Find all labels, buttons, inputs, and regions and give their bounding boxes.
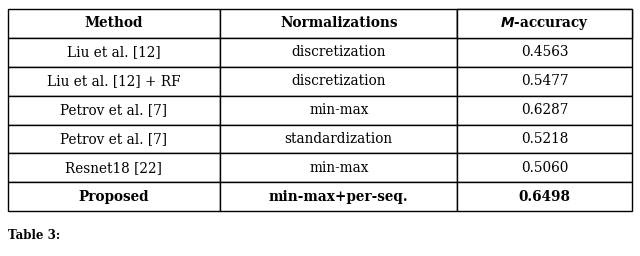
Bar bbox=[8, 96, 220, 124]
Text: Petrov et al. [7]: Petrov et al. [7] bbox=[60, 132, 168, 146]
Bar bbox=[220, 124, 458, 153]
Bar bbox=[458, 9, 632, 38]
Text: 0.5060: 0.5060 bbox=[521, 161, 568, 175]
Bar bbox=[8, 9, 220, 38]
Text: standardization: standardization bbox=[285, 132, 393, 146]
Bar bbox=[220, 96, 458, 124]
Bar bbox=[8, 38, 220, 67]
Bar bbox=[220, 182, 458, 211]
Text: Petrov et al. [7]: Petrov et al. [7] bbox=[60, 103, 168, 117]
Text: Liu et al. [12] + RF: Liu et al. [12] + RF bbox=[47, 74, 180, 88]
Bar bbox=[8, 153, 220, 182]
Text: min-max: min-max bbox=[309, 103, 369, 117]
Text: Resnet18 [22]: Resnet18 [22] bbox=[65, 161, 163, 175]
Bar bbox=[8, 182, 220, 211]
Bar bbox=[220, 153, 458, 182]
Bar bbox=[220, 9, 458, 38]
Text: $\mathbf{\mathit{M}}$\textbf{-accuracy}: $\mathbf{\mathit{M}}$\textbf{-accuracy} bbox=[468, 14, 621, 33]
Text: Table 3:: Table 3: bbox=[8, 229, 60, 242]
Text: 0.6287: 0.6287 bbox=[521, 103, 568, 117]
Text: min-max+per-seq.: min-max+per-seq. bbox=[269, 190, 408, 204]
Bar bbox=[8, 124, 220, 153]
Text: $\bfit{M}$-accuracy: $\bfit{M}$-accuracy bbox=[500, 15, 589, 32]
Text: Liu et al. [12]: Liu et al. [12] bbox=[67, 45, 161, 59]
Text: 0.4563: 0.4563 bbox=[521, 45, 568, 59]
Bar bbox=[458, 153, 632, 182]
Bar bbox=[458, 9, 632, 38]
Text: discretization: discretization bbox=[291, 74, 386, 88]
Text: Proposed: Proposed bbox=[79, 190, 149, 204]
Text: $M$$\mathbf{-accuracy}$: $M$$\mathbf{-accuracy}$ bbox=[497, 14, 593, 33]
Text: Method: Method bbox=[84, 16, 143, 30]
Bar bbox=[8, 67, 220, 96]
Text: Normalizations: Normalizations bbox=[280, 16, 397, 30]
Text: discretization: discretization bbox=[291, 45, 386, 59]
Text: 0.5218: 0.5218 bbox=[521, 132, 568, 146]
Bar bbox=[458, 182, 632, 211]
Text: 0.5477: 0.5477 bbox=[521, 74, 568, 88]
Bar bbox=[220, 38, 458, 67]
Bar bbox=[458, 96, 632, 124]
Text: 0.6498: 0.6498 bbox=[519, 190, 571, 204]
Bar bbox=[458, 38, 632, 67]
Bar bbox=[458, 124, 632, 153]
Bar bbox=[458, 67, 632, 96]
Text: min-max: min-max bbox=[309, 161, 369, 175]
Bar bbox=[220, 67, 458, 96]
